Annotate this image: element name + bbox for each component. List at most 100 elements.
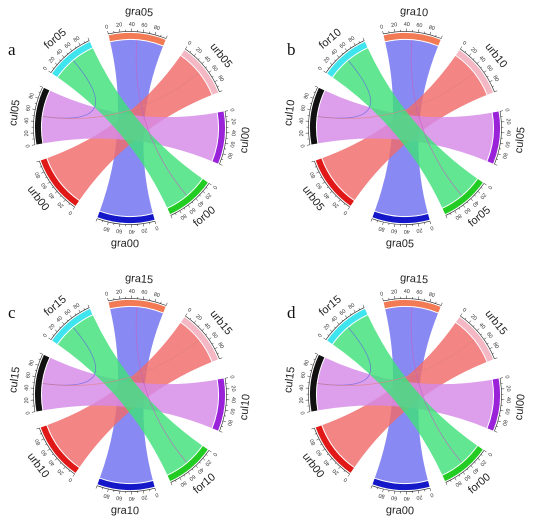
sector-tick xyxy=(470,465,474,468)
sector-tick-label: 20 xyxy=(48,323,57,332)
sector-tick xyxy=(63,199,66,203)
sector-tick xyxy=(78,42,81,46)
sector-tick-label: 0 xyxy=(300,144,306,148)
sector-tick xyxy=(214,347,218,350)
sector-tick xyxy=(435,301,437,304)
sector-tick xyxy=(61,322,65,325)
sector-tick-label: 80 xyxy=(226,152,233,160)
sector-tick xyxy=(160,34,162,37)
sector-tick xyxy=(382,488,384,493)
sector-tick-label: 80 xyxy=(179,479,187,487)
sector-axis xyxy=(170,450,210,483)
sector-tick xyxy=(219,90,223,93)
sector-tick xyxy=(327,334,330,336)
sector-tick xyxy=(191,468,194,471)
sector-tick xyxy=(326,453,329,456)
sector-tick-label: 80 xyxy=(226,419,233,427)
sector-tick xyxy=(341,52,344,55)
sector-tick xyxy=(35,364,39,366)
sector-tick xyxy=(316,171,320,174)
sector-tick xyxy=(492,352,494,354)
sector-tick xyxy=(107,488,109,493)
sector-tick xyxy=(470,198,474,201)
sector-tick xyxy=(329,458,333,461)
sector-ring-bottom_for xyxy=(442,179,483,215)
sector-axis xyxy=(314,427,350,475)
sector-label-bottom_gra: gra10 xyxy=(111,504,140,517)
sector-tick xyxy=(323,337,327,340)
sector-tick xyxy=(59,59,61,62)
sector-tick-label: 60 xyxy=(116,227,123,234)
sector-tick-label: 40 xyxy=(129,22,135,28)
sector-tick xyxy=(489,347,493,350)
sector-tick-label: 80 xyxy=(28,359,36,367)
sector-tick xyxy=(170,482,173,486)
sector-tick-label: 40 xyxy=(196,199,205,208)
sector-tick xyxy=(54,329,58,332)
sector-tick-label: 20 xyxy=(416,494,423,501)
sector-ring-bottom_gra xyxy=(97,211,155,223)
sector-tick-label: 20 xyxy=(505,118,511,124)
sector-ring-bottom_for xyxy=(442,446,483,482)
sector-tick xyxy=(74,313,77,316)
sector-tick xyxy=(353,309,356,313)
sector-tick xyxy=(344,315,348,319)
sector-tick xyxy=(477,191,481,194)
sector-tick-label: 40 xyxy=(404,22,410,28)
sector-tick xyxy=(310,97,314,99)
sector-tick xyxy=(483,450,487,453)
sector-tick xyxy=(492,85,494,87)
sector-tick xyxy=(219,430,223,433)
sector-tick-label: 0 xyxy=(42,66,49,72)
sector-tick xyxy=(187,471,191,475)
sector-tick xyxy=(382,221,384,226)
sector-ring-top_urb xyxy=(456,317,494,362)
sector-tick xyxy=(39,166,42,168)
sector-tick xyxy=(39,352,43,355)
sector-tick xyxy=(154,488,156,492)
sector-tick xyxy=(63,466,66,470)
sector-axis xyxy=(219,378,227,432)
sector-axis xyxy=(445,183,485,216)
sector-tick-label: 80 xyxy=(103,492,110,499)
sector-tick xyxy=(460,313,463,317)
sector-tick xyxy=(39,433,42,435)
sector-tick xyxy=(185,46,188,50)
sector-tick xyxy=(221,425,224,427)
chord-link-line xyxy=(317,339,475,386)
sector-tick-label: 20 xyxy=(203,191,212,200)
sector-axis xyxy=(185,315,220,359)
sector-tick-label: 0 xyxy=(343,209,349,216)
sector-tick-label: 20 xyxy=(299,397,305,403)
sector-tick xyxy=(31,411,36,413)
sector-tick-label: 20 xyxy=(194,314,203,323)
sector-tick-label: 60 xyxy=(391,494,398,501)
sector-axis xyxy=(460,315,495,359)
sector-tick-label: 20 xyxy=(478,458,487,467)
sector-tick-label: 60 xyxy=(300,105,307,112)
sector-tick xyxy=(107,297,109,302)
sector-tick xyxy=(31,144,36,146)
sector-tick-label: 0 xyxy=(186,307,192,314)
sector-tick xyxy=(307,108,311,110)
sector-axis xyxy=(50,307,90,340)
sector-tick-label: 20 xyxy=(469,47,478,56)
sector-tick xyxy=(306,411,311,413)
sector-tick xyxy=(486,342,489,345)
sector-tick-label: 40 xyxy=(471,466,480,475)
sector-tick-label: 80 xyxy=(73,303,81,311)
sector-tick xyxy=(310,364,314,366)
sector-tick xyxy=(334,195,337,198)
sector-tick-label: 80 xyxy=(501,152,508,160)
sector-tick-label: 60 xyxy=(315,448,323,456)
sector-tick-label: 20 xyxy=(116,289,123,296)
sector-tick-label: 40 xyxy=(505,130,511,136)
sector-ring-top_urb xyxy=(181,50,219,95)
sector-tick-label: 20 xyxy=(323,56,332,65)
sector-tick xyxy=(476,61,480,64)
sector-tick-label: 40 xyxy=(48,458,57,467)
sector-tick-label: 40 xyxy=(471,199,480,208)
sector-tick xyxy=(175,213,177,215)
sector-tick xyxy=(101,487,103,490)
sector-tick xyxy=(311,160,315,163)
